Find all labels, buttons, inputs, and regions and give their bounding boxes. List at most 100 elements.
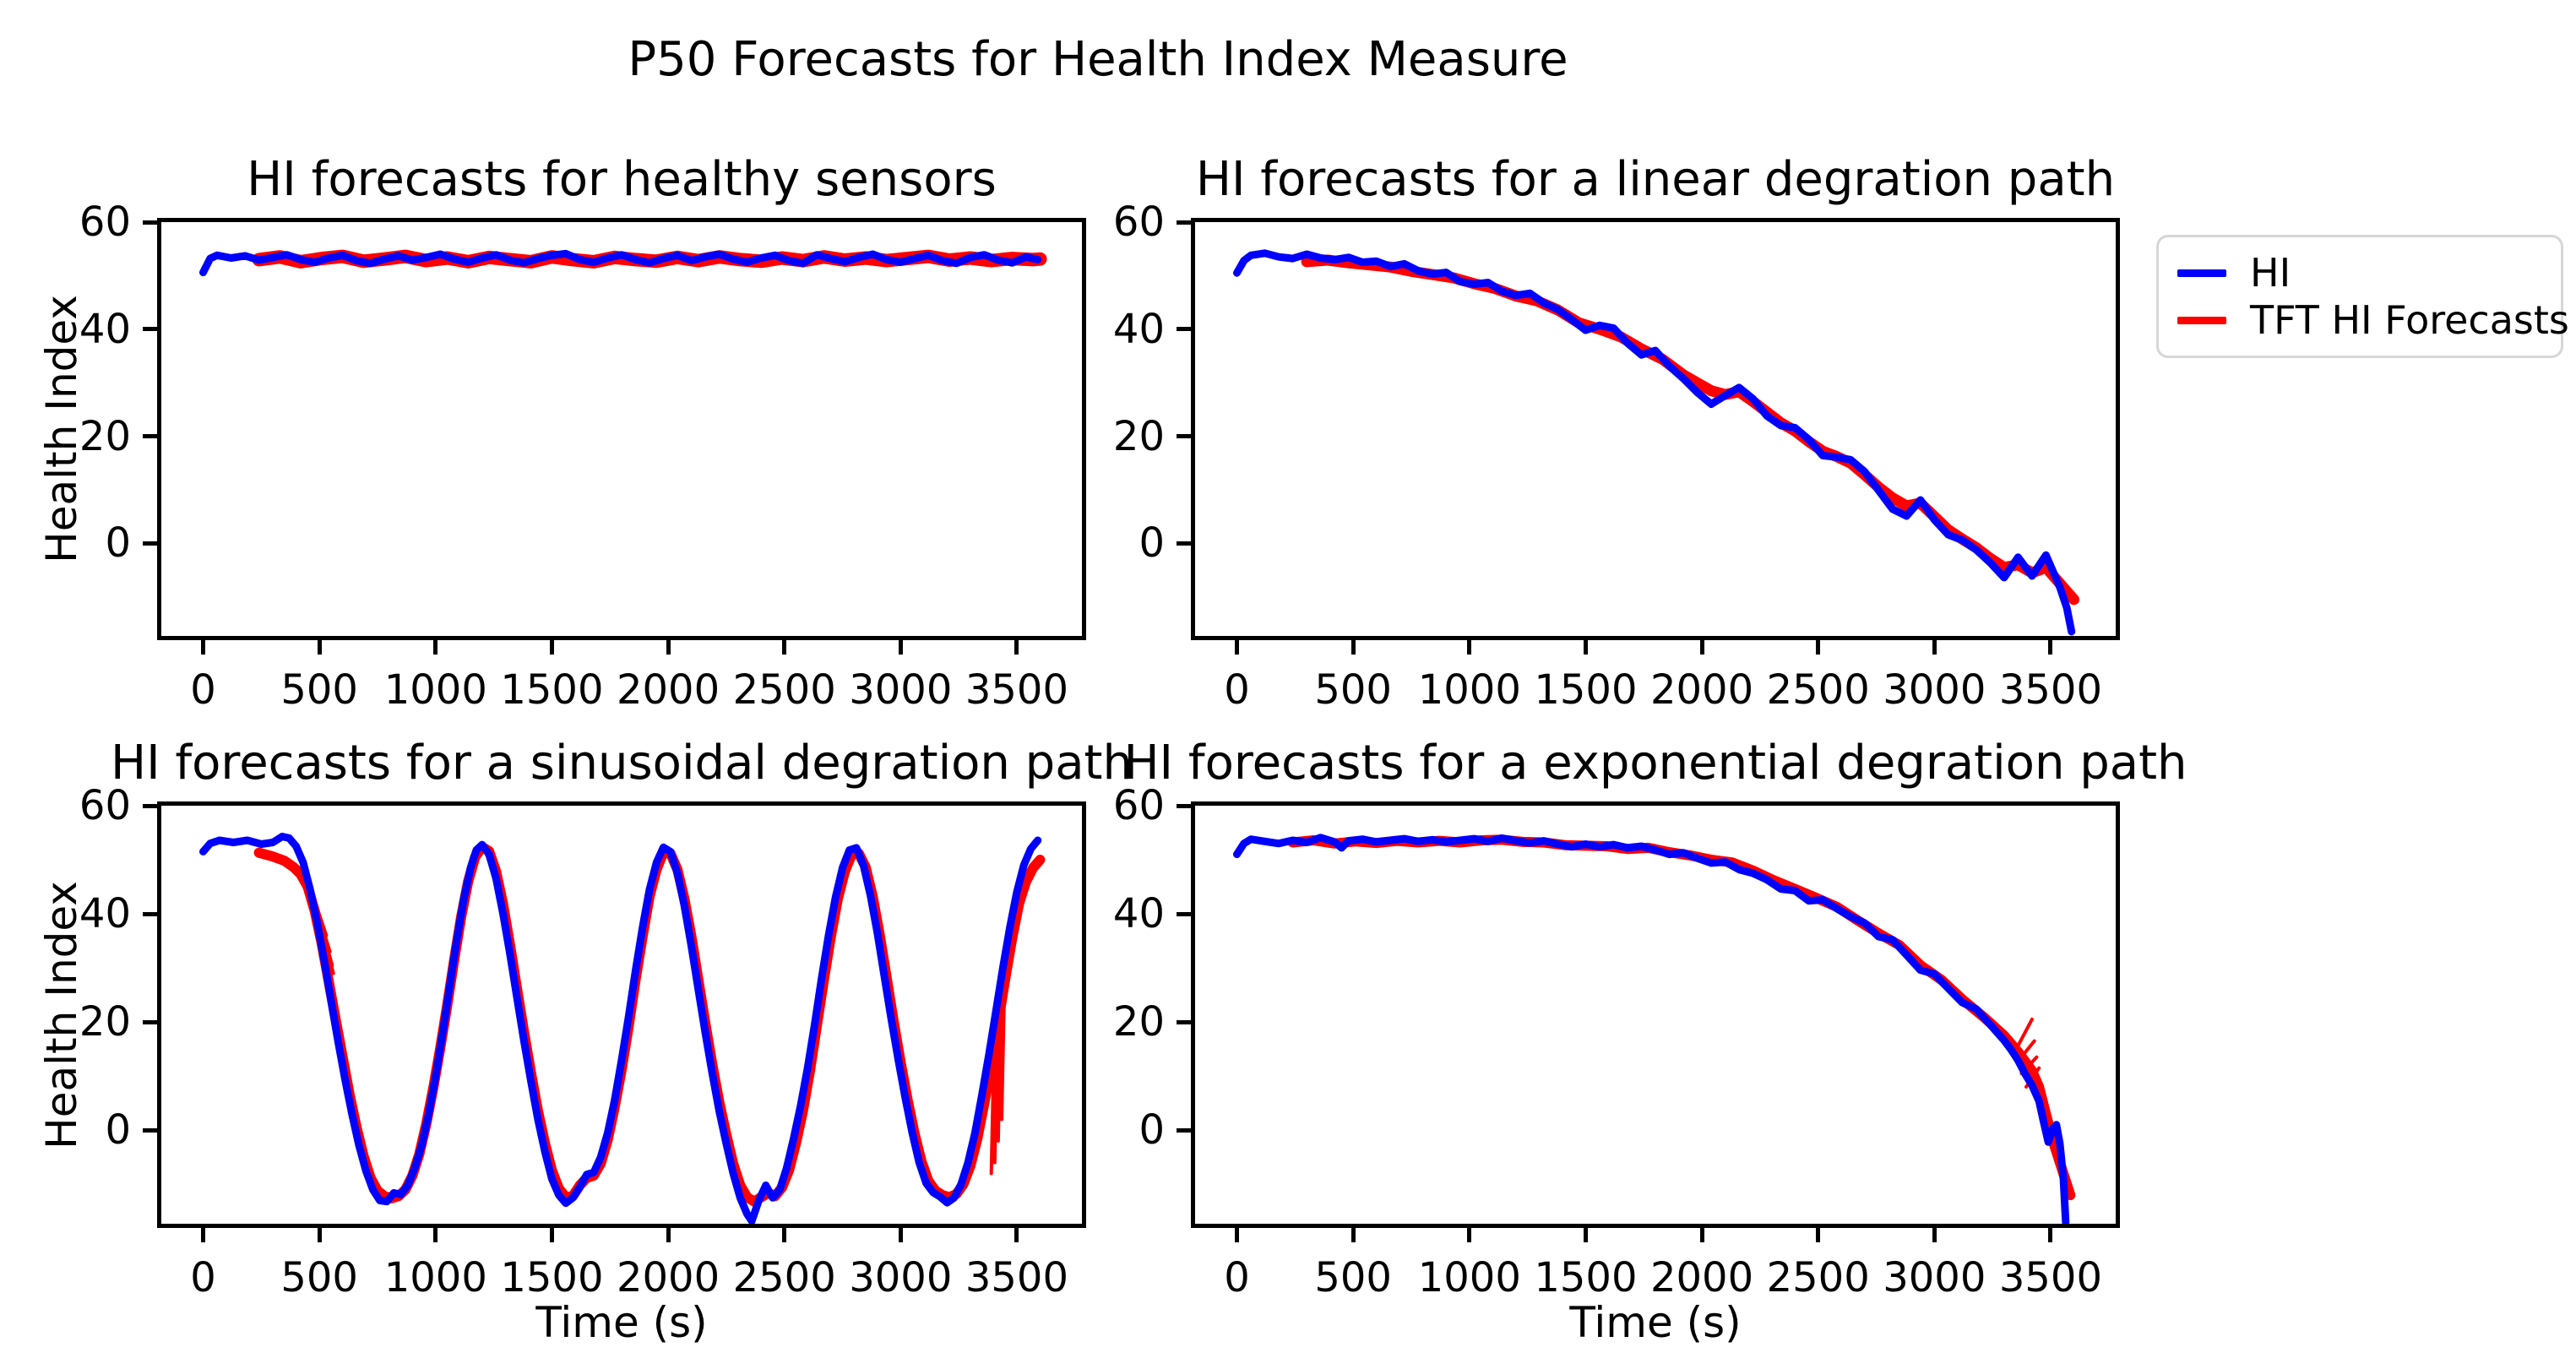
- x-axis-label: Time (s): [535, 1298, 708, 1347]
- subplot-title: HI forecasts for a sinusoidal degration …: [111, 736, 1133, 790]
- legend-item-tft-forecasts: TFT HI Forecasts: [2177, 299, 2569, 342]
- y-tick-label: 0: [105, 519, 131, 568]
- x-tick-label: 3000: [849, 666, 953, 714]
- x-tick-mark: [1467, 1228, 1472, 1242]
- plot-area-sinusoidal: [199, 833, 1046, 1224]
- y-tick-mark: [1177, 541, 1191, 546]
- figure-title: P50 Forecasts for Health Index Measure: [628, 32, 1568, 87]
- x-tick-mark: [317, 640, 322, 655]
- x-tick-label: 2000: [616, 666, 720, 714]
- x-tick-label: 2000: [616, 1254, 720, 1301]
- y-tick-mark: [143, 541, 157, 546]
- y-tick-mark: [143, 434, 157, 439]
- x-axis-label: Time (s): [1569, 1298, 1742, 1347]
- x-tick-mark: [1467, 640, 1472, 655]
- x-tick-mark: [666, 640, 671, 655]
- x-tick-label: 500: [280, 1254, 358, 1301]
- y-tick-label: 20: [1112, 412, 1165, 460]
- x-tick-mark: [1350, 1228, 1356, 1242]
- x-tick-mark: [1235, 640, 1240, 655]
- x-tick-label: 0: [190, 666, 216, 714]
- y-tick-label: 20: [79, 998, 131, 1046]
- x-tick-mark: [1235, 1228, 1240, 1242]
- y-tick-label: 40: [79, 305, 131, 353]
- legend-line-swatch-tft: [2177, 316, 2226, 324]
- legend: HI TFT HI Forecasts: [2156, 235, 2569, 358]
- x-tick-label: 1000: [383, 666, 487, 714]
- x-tick-label: 0: [1224, 1254, 1250, 1301]
- x-tick-mark: [2048, 640, 2053, 655]
- y-tick-label: 60: [1112, 782, 1165, 829]
- x-tick-label: 1500: [500, 666, 604, 714]
- y-tick-mark: [1177, 803, 1191, 808]
- x-tick-mark: [1816, 1228, 1821, 1242]
- x-tick-label: 2000: [1649, 1254, 1754, 1301]
- x-tick-label: 1000: [383, 1254, 487, 1301]
- y-tick-mark: [143, 911, 157, 916]
- y-tick-mark: [1177, 911, 1191, 916]
- x-tick-label: 3500: [965, 666, 1068, 714]
- legend-item-hi: HI: [2177, 252, 2542, 295]
- y-tick-label: 20: [79, 412, 131, 460]
- x-tick-label: 3500: [1998, 1254, 2102, 1301]
- y-axis-label: Health Index: [37, 295, 86, 563]
- y-tick-label: 40: [79, 890, 131, 938]
- y-tick-label: 60: [1112, 198, 1165, 246]
- x-tick-label: 3000: [1883, 666, 1986, 714]
- y-tick-label: 0: [1139, 1106, 1165, 1154]
- y-tick-mark: [1177, 1019, 1191, 1024]
- y-tick-mark: [1177, 220, 1191, 225]
- y-tick-label: 60: [79, 782, 131, 829]
- y-tick-mark: [143, 1127, 157, 1133]
- subplot-title: HI forecasts for a exponential degration…: [1123, 736, 2187, 790]
- y-tick-mark: [143, 1019, 157, 1024]
- x-tick-mark: [1699, 1228, 1704, 1242]
- y-tick-label: 40: [1112, 305, 1165, 353]
- x-tick-label: 2500: [1766, 666, 1870, 714]
- x-tick-label: 1500: [1534, 1254, 1638, 1301]
- x-tick-label: 2500: [1766, 1254, 1870, 1301]
- y-tick-label: 0: [1139, 519, 1165, 568]
- x-tick-label: 2500: [732, 1254, 836, 1301]
- x-tick-mark: [782, 1228, 787, 1242]
- x-tick-mark: [898, 640, 903, 655]
- x-tick-label: 0: [1224, 666, 1250, 714]
- y-tick-label: 20: [1112, 998, 1165, 1046]
- legend-line-swatch-hi: [2177, 269, 2226, 277]
- x-tick-label: 3000: [1883, 1254, 1986, 1301]
- x-tick-label: 2500: [732, 666, 836, 714]
- plot-area-linear: [1233, 249, 2079, 636]
- y-axis-label: Health Index: [37, 880, 86, 1149]
- x-tick-label: 2000: [1649, 666, 1754, 714]
- x-tick-label: 3000: [849, 1254, 953, 1301]
- x-tick-mark: [2048, 1228, 2053, 1242]
- x-tick-mark: [898, 1228, 903, 1242]
- x-tick-mark: [549, 1228, 554, 1242]
- subplot-healthy-sensors: HI forecasts for healthy sensors Health …: [37, 156, 1086, 710]
- x-tick-label: 1500: [1534, 666, 1638, 714]
- x-tick-label: 3500: [965, 1254, 1068, 1301]
- x-tick-mark: [782, 640, 787, 655]
- x-tick-mark: [1932, 1228, 1937, 1242]
- x-tick-mark: [201, 640, 206, 655]
- subplot-title: HI forecasts for a linear degration path: [1195, 152, 2116, 207]
- x-tick-mark: [549, 640, 554, 655]
- x-tick-label: 1500: [500, 1254, 604, 1301]
- x-tick-mark: [1014, 1228, 1019, 1242]
- y-tick-mark: [1177, 327, 1191, 332]
- y-tick-label: 40: [1112, 890, 1165, 938]
- x-tick-mark: [1816, 640, 1821, 655]
- x-tick-mark: [433, 1228, 438, 1242]
- legend-label-tft: TFT HI Forecasts: [2250, 296, 2569, 343]
- y-tick-label: 60: [79, 198, 131, 246]
- x-tick-label: 500: [280, 666, 358, 714]
- legend-label-hi: HI: [2250, 249, 2291, 296]
- x-tick-mark: [1583, 1228, 1588, 1242]
- y-tick-mark: [143, 327, 157, 332]
- x-tick-mark: [1350, 640, 1356, 655]
- x-tick-label: 1000: [1417, 1254, 1521, 1301]
- subplot-exponential-degradation: HI forecasts for a exponential degration…: [1113, 740, 2187, 1345]
- x-tick-mark: [1932, 640, 1937, 655]
- x-tick-label: 0: [190, 1254, 216, 1301]
- x-tick-mark: [433, 640, 438, 655]
